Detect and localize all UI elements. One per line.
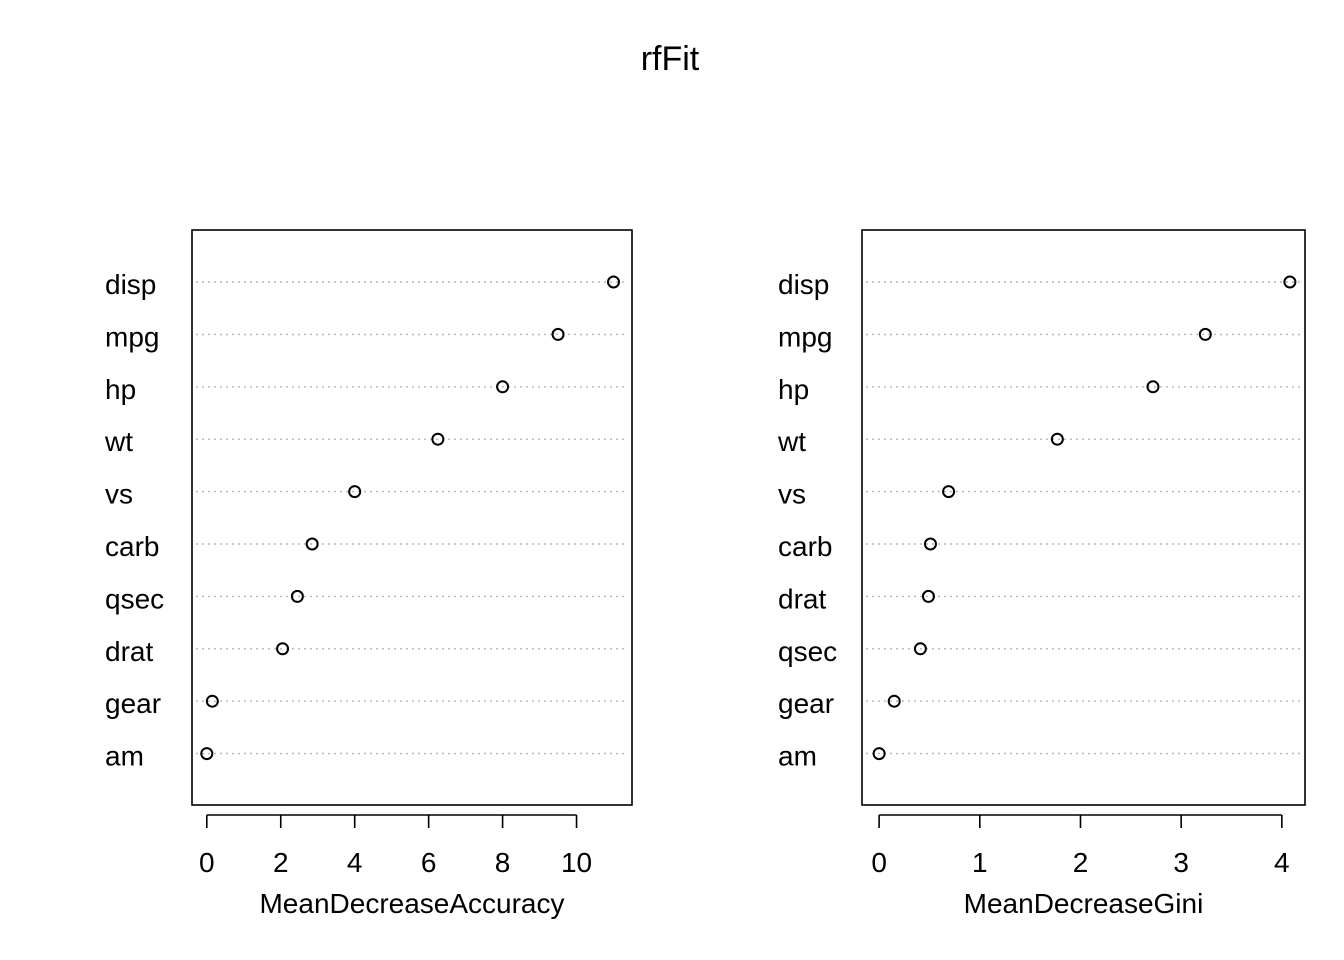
category-label: vs (778, 479, 806, 510)
x-tick-label: 4 (347, 847, 363, 878)
data-point (431, 432, 445, 446)
category-label: disp (778, 269, 829, 300)
category-label: gear (778, 688, 834, 719)
data-point (290, 589, 304, 603)
category-label: am (105, 741, 144, 772)
data-point (1050, 432, 1064, 446)
category-label: mpg (105, 321, 159, 352)
category-label: drat (778, 583, 826, 614)
data-point (276, 642, 290, 656)
x-tick-label: 0 (871, 847, 887, 878)
x-tick-label: 8 (495, 847, 511, 878)
data-point (913, 642, 927, 656)
category-label: vs (105, 479, 133, 510)
data-point (607, 275, 621, 289)
category-label: am (778, 741, 817, 772)
data-point (305, 537, 319, 551)
data-point (200, 747, 214, 761)
main-title: rfFit (641, 40, 700, 78)
data-point (205, 694, 219, 708)
x-axis-label: MeanDecreaseAccuracy (259, 888, 564, 919)
data-point (942, 485, 956, 499)
category-label: carb (778, 531, 832, 562)
category-label: drat (105, 636, 153, 667)
data-point (1198, 327, 1212, 341)
data-point (1146, 380, 1160, 394)
category-label: gear (105, 688, 161, 719)
x-tick-label: 1 (972, 847, 988, 878)
x-tick-label: 10 (561, 847, 592, 878)
category-label: hp (778, 374, 809, 405)
x-tick-label: 2 (273, 847, 289, 878)
category-label: carb (105, 531, 159, 562)
plot-frame (861, 229, 1306, 806)
x-tick-label: 3 (1173, 847, 1189, 878)
category-label: mpg (778, 321, 832, 352)
data-point (872, 747, 886, 761)
x-axis-label: MeanDecreaseGini (964, 888, 1204, 919)
category-label: qsec (778, 636, 837, 667)
panel-mean-decrease-accuracy: disp mpg hp wt vs carb qsec drat gear am 0 2 4 6 8 10 Me… (104, 229, 633, 919)
x-tick-label: 6 (421, 847, 437, 878)
x-tick-label: 4 (1274, 847, 1290, 878)
data-point (887, 694, 901, 708)
category-label: qsec (105, 583, 164, 614)
category-label: hp (105, 374, 136, 405)
data-point (348, 485, 362, 499)
x-tick-label: 0 (199, 847, 215, 878)
panel-mean-decrease-gini: disp mpg hp wt vs carb drat qsec gear am 0 1 2 3 4 Mean… (777, 229, 1306, 919)
category-label: wt (104, 426, 133, 457)
plot-frame (191, 229, 633, 806)
data-point (923, 537, 937, 551)
category-label: disp (105, 269, 156, 300)
data-point (921, 589, 935, 603)
data-point (551, 327, 565, 341)
x-tick-label: 2 (1073, 847, 1089, 878)
category-label: wt (777, 426, 806, 457)
data-point (496, 380, 510, 394)
data-point (1283, 275, 1297, 289)
